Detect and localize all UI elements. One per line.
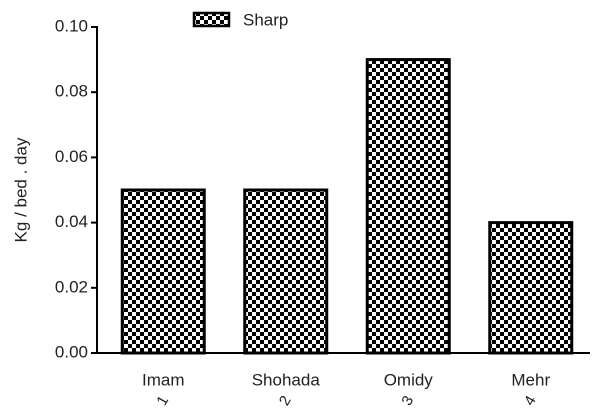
x-tick-label: Mehr bbox=[511, 370, 550, 389]
x-tick-number: 3 bbox=[398, 393, 417, 409]
x-tick-number: 2 bbox=[276, 393, 295, 409]
y-tick-label: 0.04 bbox=[55, 212, 88, 231]
y-axis-label: Kg / bed . day bbox=[11, 137, 30, 242]
legend-label: Sharp bbox=[243, 10, 288, 29]
y-tick-label: 0.10 bbox=[55, 16, 88, 35]
bar bbox=[120, 188, 206, 355]
y-tick-label: 0.02 bbox=[55, 277, 88, 296]
bar bbox=[488, 221, 574, 355]
legend-swatch bbox=[192, 11, 231, 28]
x-tick-number: 1 bbox=[153, 393, 172, 409]
y-tick-label: 0.06 bbox=[55, 147, 88, 166]
y-tick-label: 0.00 bbox=[55, 342, 88, 361]
y-tick-label: 0.08 bbox=[55, 82, 88, 101]
bar bbox=[243, 188, 329, 355]
x-tick-label: Imam bbox=[142, 370, 185, 389]
x-tick-label: Omidy bbox=[384, 370, 434, 389]
bar bbox=[365, 58, 451, 355]
x-tick-label: Shohada bbox=[252, 370, 321, 389]
x-tick-number: 4 bbox=[521, 393, 540, 409]
